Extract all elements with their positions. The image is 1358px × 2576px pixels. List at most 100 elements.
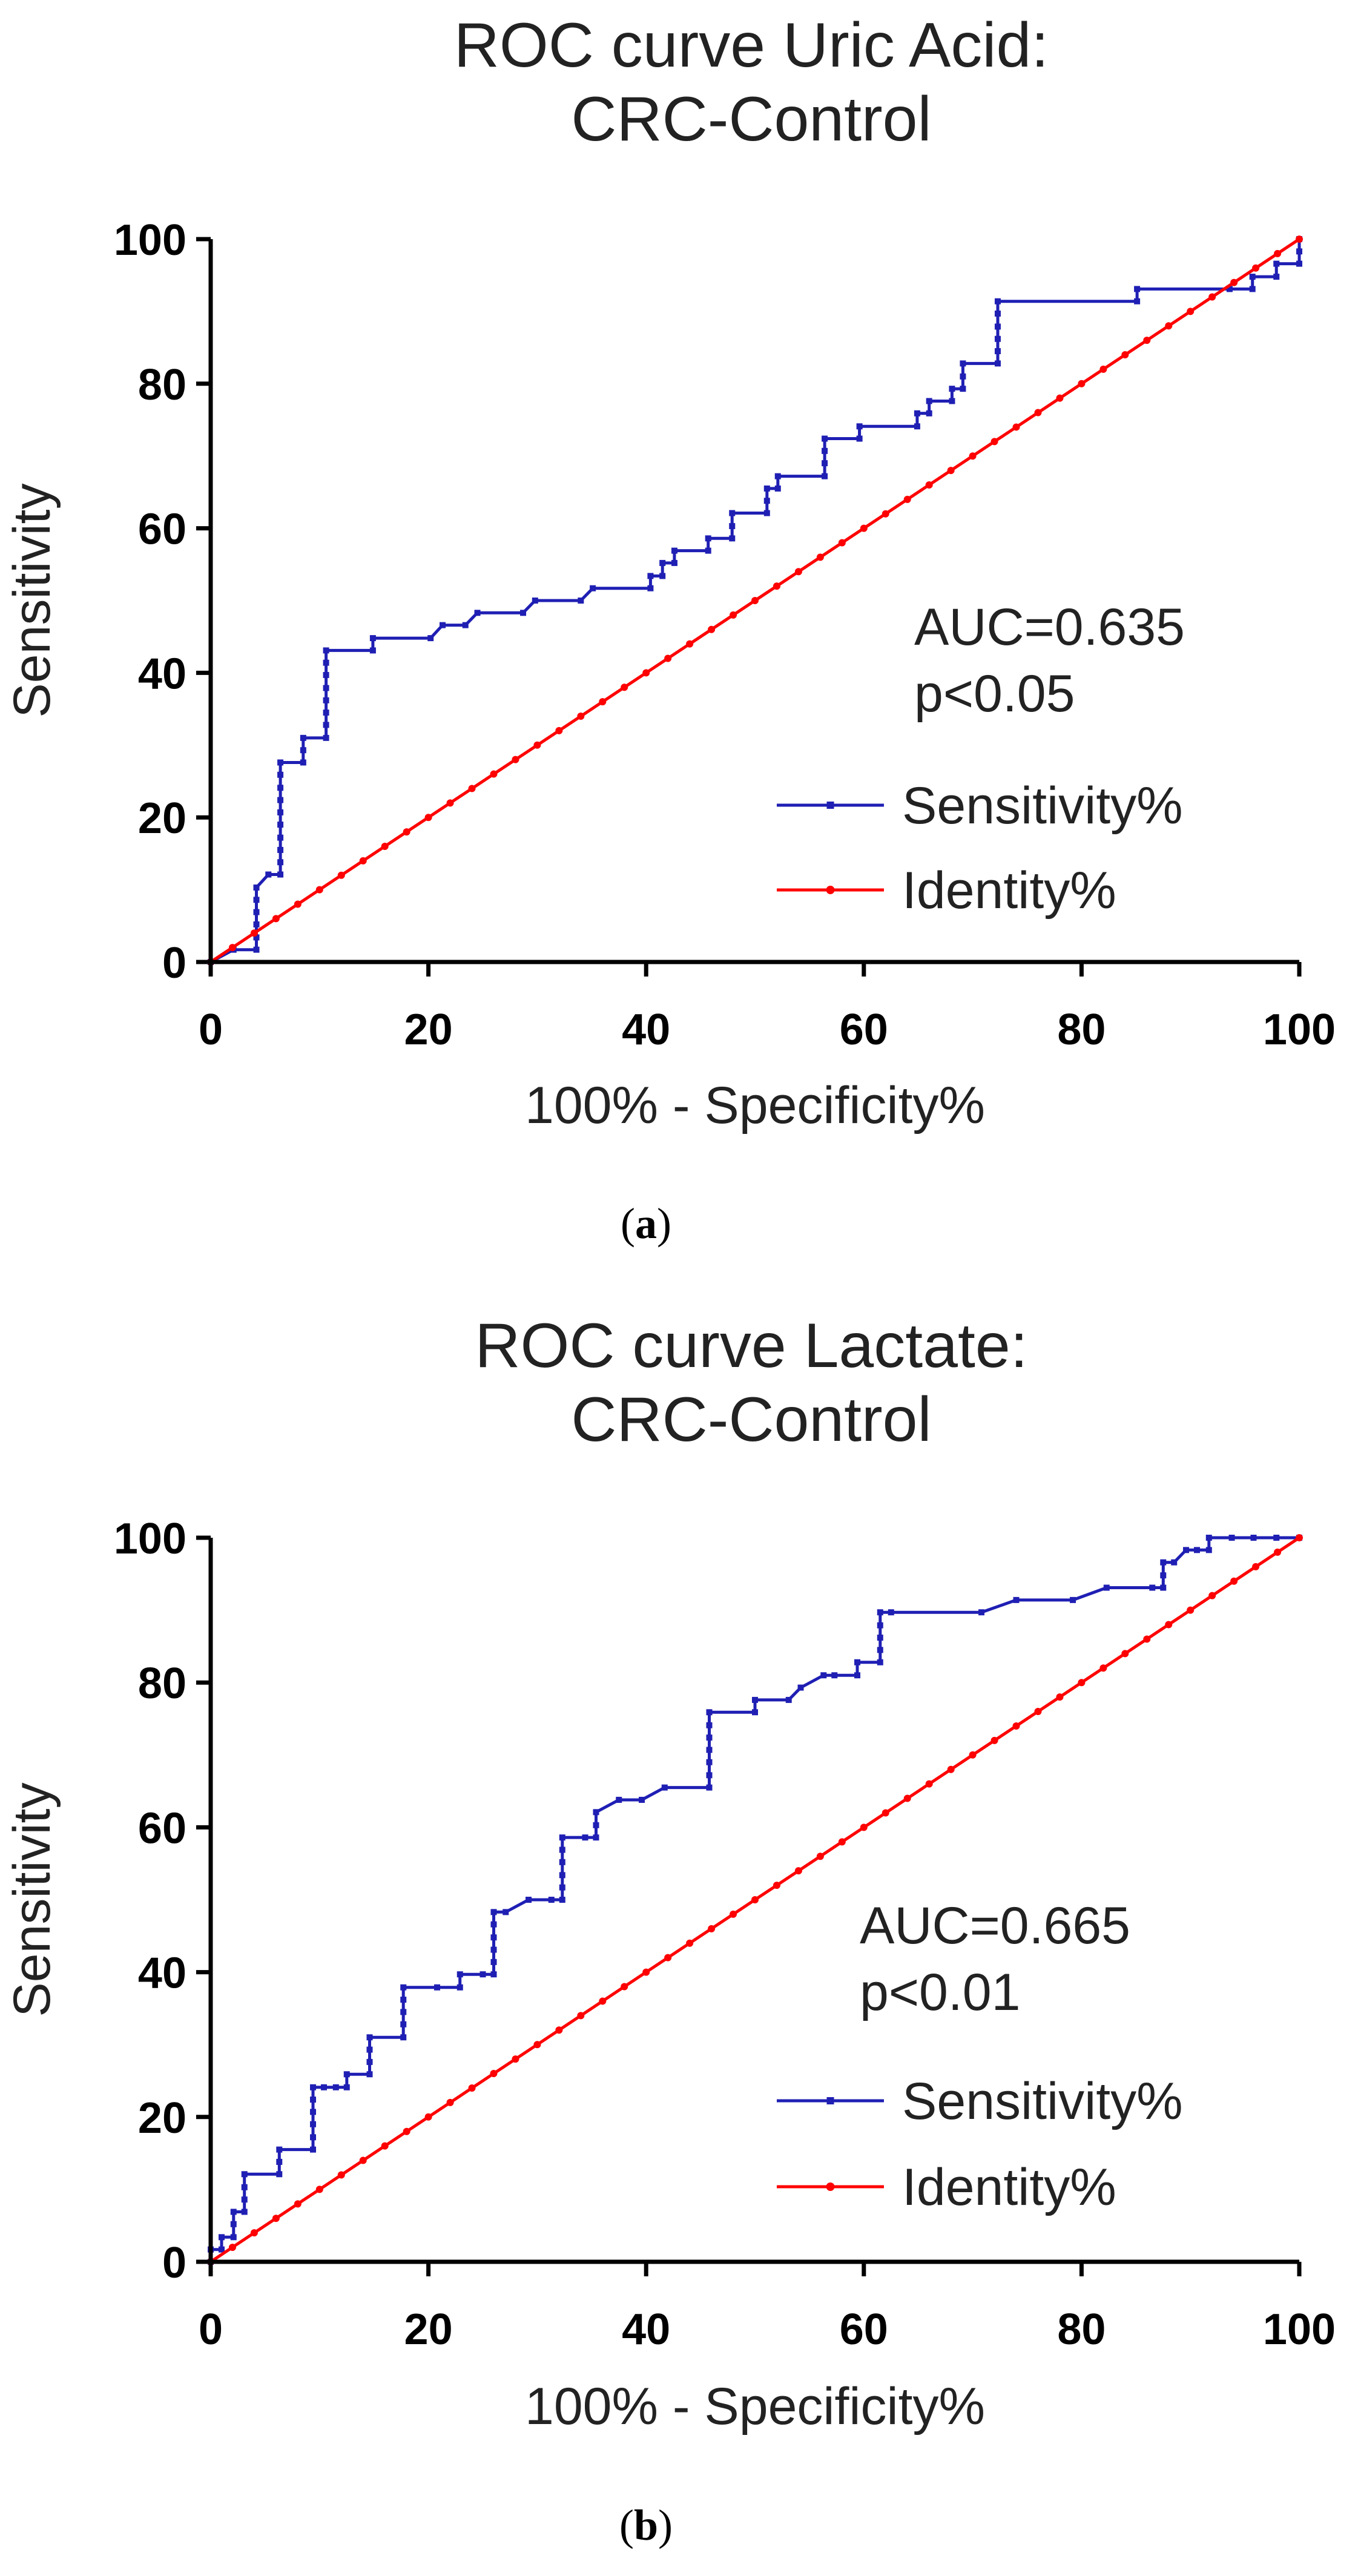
sensitivity-point [949,386,955,392]
identity-point [1099,365,1107,373]
identity-point [599,698,607,706]
y-tick-label: 80 [138,361,186,409]
identity-point [1252,1563,1260,1570]
sensitivity-point [277,797,284,803]
sensitivity-point [366,2071,373,2078]
sensitivity-point [877,1609,883,1616]
sensitivity-point [400,2034,407,2041]
sensitivity-point [277,809,284,815]
legend-item: Identity% [777,861,1116,920]
sensitivity-point [593,1834,599,1841]
identity-point [577,2012,585,2020]
legend-item: Sensitivity% [777,2072,1183,2130]
sensitivity-point [854,1672,861,1679]
sensitivity-point [241,2209,248,2215]
legend-item: Identity% [777,2158,1116,2216]
sensitivity-point [994,348,1001,355]
identity-point [1034,409,1042,417]
sensitivity-point [1249,274,1256,280]
sensitivity-point [253,897,260,903]
sensitivity-point [914,423,920,430]
axes: 0 20 40 60 80 100 0 20 40 60 80 100 [114,1515,1336,2354]
legend-marker [826,886,835,894]
x-tick-label: 60 [840,1006,888,1054]
chart-title-line: CRC-Control [571,1385,931,1455]
sensitivity-point [822,435,828,442]
p-value-annotation: p<0.01 [860,1963,1020,2021]
sensitivity-point [433,1984,440,1991]
identity-point [337,2171,345,2179]
sensitivity-point [490,1934,497,1941]
x-tick-label: 60 [840,2305,888,2354]
sensitivity-point [763,510,770,516]
panel-caption: (b) [619,2501,673,2549]
sensitivity-point [369,635,376,642]
sensitivity-point [277,859,284,866]
sensitivity-point [230,2221,237,2227]
sensitivity-point [877,1647,883,1653]
x-tick-label: 0 [199,2305,223,2354]
sensitivity-series [208,1535,1302,2265]
sensitivity-point [1273,274,1280,280]
sensitivity-point [582,1834,588,1841]
sensitivity-point [1134,286,1141,292]
sensitivity-point [822,447,828,454]
sensitivity-point [503,1909,509,1916]
x-tick-label: 100 [1263,1006,1336,1054]
p-value-annotation: p<0.05 [914,665,1075,723]
identity-point [512,2055,519,2063]
sensitivity-point [474,610,481,616]
identity-point [1187,308,1195,315]
identity-point [642,1968,650,1976]
identity-point [838,539,846,547]
caption-close-paren: ) [658,2501,673,2549]
sensitivity-point [427,635,434,642]
sensitivity-point [1160,1559,1167,1566]
sensitivity-point [1193,1547,1200,1553]
sensitivity-point [926,398,932,404]
chart-title-line: ROC curve Lactate: [475,1311,1027,1381]
sensitivity-point [323,722,329,728]
sensitivity-point [559,1859,565,1865]
identity-point [860,524,868,532]
panel-a-roc-uric-acid: ROC curve Uric Acid:CRC-Control 0 20 40 60 80… [3,10,1336,1248]
sensitivity-point [323,647,329,654]
identity-point [403,828,410,836]
identity-point [686,640,694,648]
identity-point [751,1896,759,1903]
identity-point [294,2200,302,2208]
y-tick-label: 40 [138,1949,186,1998]
sensitivity-point [706,1772,713,1779]
sensitivity-point [659,559,666,566]
x-tick-label: 80 [1057,1006,1106,1054]
sensitivity-point [729,510,736,516]
sensitivity-point [706,1709,713,1716]
identity-point [250,929,258,937]
identity-point [1012,1722,1020,1730]
sensitivity-point [729,535,736,542]
chart-title-line: ROC curve Uric Acid: [454,10,1049,81]
identity-point [751,597,759,604]
y-tick-label: 40 [138,650,186,698]
identity-point [621,1983,628,1991]
identity-point [490,2070,498,2078]
identity-point [1121,1650,1129,1658]
identity-point [925,1780,933,1788]
sensitivity-point [323,671,329,678]
sensitivity-point [1134,298,1141,305]
sensitivity-point [994,298,1001,305]
sensitivity-point [343,2084,350,2090]
y-axis-label: Sensitivity [3,1782,61,2017]
identity-point [1056,1693,1064,1701]
sensitivity-point [230,2234,237,2241]
legend-marker [826,2182,835,2191]
sensitivity-point [1205,1535,1212,1541]
caption-close-paren: ) [657,1199,671,1248]
sensitivity-point [774,485,781,492]
sensitivity-point [639,1796,645,1803]
sensitivity-point [888,1609,894,1616]
sensitivity-point [323,697,329,703]
sensitivity-point [877,1659,883,1665]
identity-series [207,236,1303,966]
